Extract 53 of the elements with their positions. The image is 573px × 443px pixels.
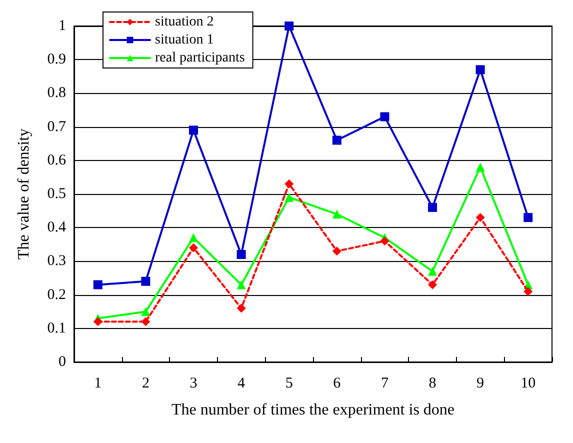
point bbox=[236, 304, 246, 313]
point bbox=[284, 192, 294, 202]
x-tick-label: 2 bbox=[142, 376, 150, 392]
y-tick-label: 0.5 bbox=[47, 186, 66, 202]
point bbox=[476, 65, 485, 74]
y-tick-label: 0.7 bbox=[47, 118, 66, 135]
point bbox=[380, 112, 390, 122]
point bbox=[524, 213, 533, 222]
y-tick-label: 0.3 bbox=[47, 253, 66, 270]
point bbox=[141, 307, 150, 316]
y-tick-label: 0.9 bbox=[47, 52, 66, 68]
point bbox=[428, 202, 437, 212]
y-tick-label: 0 bbox=[58, 354, 66, 370]
point bbox=[476, 213, 485, 222]
x-tick-label: 8 bbox=[428, 376, 436, 392]
x-tick-label: 10 bbox=[520, 376, 536, 392]
x-tick-label: 3 bbox=[190, 376, 198, 392]
point bbox=[524, 286, 533, 296]
legend-label: situation 1 bbox=[155, 32, 214, 48]
point bbox=[332, 246, 342, 256]
x-tick-label: 7 bbox=[380, 376, 389, 392]
legend-label: situation 2 bbox=[155, 14, 214, 30]
x-axis-title: The number of times the experiment is done bbox=[171, 402, 455, 418]
point bbox=[476, 162, 485, 172]
point bbox=[141, 276, 150, 286]
x-tick-label: 9 bbox=[476, 376, 484, 392]
point bbox=[332, 210, 342, 219]
point bbox=[236, 280, 246, 290]
point bbox=[93, 317, 102, 326]
point bbox=[428, 266, 437, 276]
y-axis-title: The value of density bbox=[16, 128, 32, 260]
y-tick-label: 1 bbox=[58, 18, 66, 34]
x-tick-label: 6 bbox=[333, 376, 342, 392]
x-tick-label: 4 bbox=[238, 376, 246, 392]
y-tick-label: 0.2 bbox=[47, 286, 66, 303]
point bbox=[93, 280, 102, 290]
y-tick-label: 0.4 bbox=[47, 220, 66, 236]
x-tick-label: 1 bbox=[94, 376, 102, 392]
point bbox=[284, 22, 294, 30]
point bbox=[380, 236, 390, 246]
point bbox=[189, 233, 198, 242]
point bbox=[189, 126, 198, 135]
y-tick-label: 0.1 bbox=[47, 320, 66, 336]
point bbox=[284, 179, 294, 188]
point bbox=[141, 317, 150, 326]
y-tick-label: 0.6 bbox=[47, 152, 66, 168]
point bbox=[332, 136, 342, 145]
point bbox=[236, 250, 246, 259]
y-tick-label: 0.8 bbox=[47, 85, 66, 102]
x-tick-label: 5 bbox=[285, 376, 293, 392]
point bbox=[189, 243, 198, 252]
point bbox=[428, 280, 437, 290]
legend-label: real participants bbox=[155, 50, 245, 66]
